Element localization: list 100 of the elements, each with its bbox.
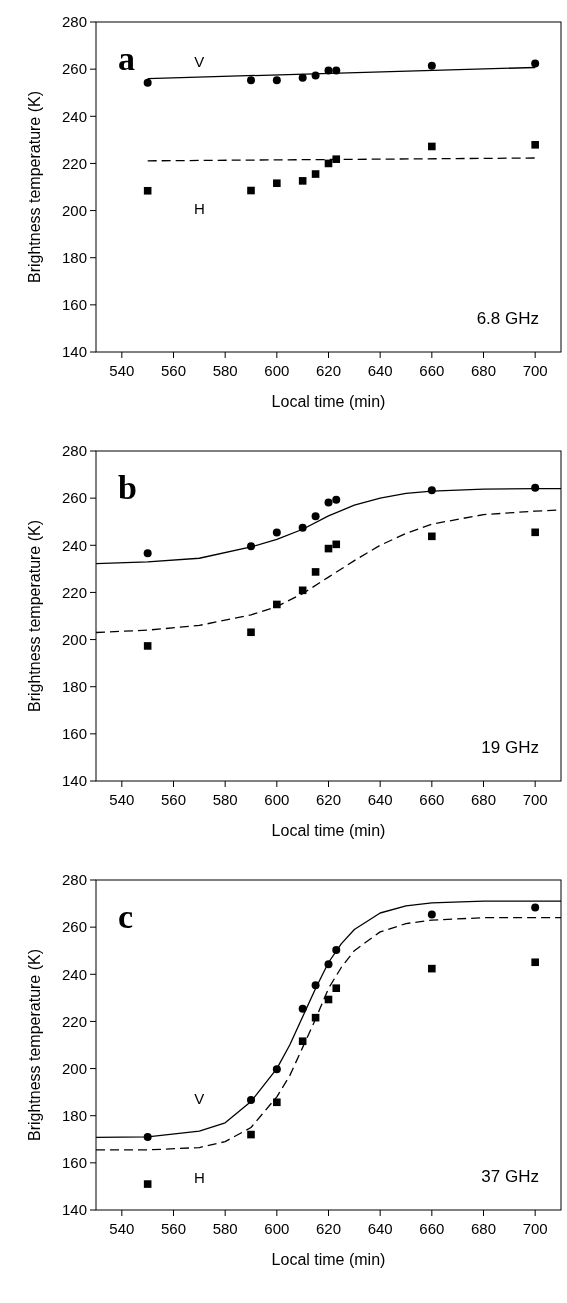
point xyxy=(298,1004,307,1013)
point xyxy=(143,78,152,87)
text: c xyxy=(118,898,134,935)
point xyxy=(143,642,152,650)
y-tick-label: 240 xyxy=(61,107,87,125)
y-tick-label: 200 xyxy=(61,1059,87,1077)
x-axis-title: Local time (min) xyxy=(271,393,386,410)
x-tick-label: 580 xyxy=(212,362,238,379)
y-tick-label: 260 xyxy=(61,60,87,78)
x-axis-title: Local time (min) xyxy=(271,1251,386,1268)
y-tick-label: 180 xyxy=(61,1106,87,1124)
point xyxy=(311,170,320,178)
point xyxy=(272,76,281,85)
text: H xyxy=(193,1168,205,1186)
y-tick-label: 260 xyxy=(61,489,87,507)
y-tick-label: 180 xyxy=(61,677,87,695)
y-axis-title: Brightness temperature (K) xyxy=(26,519,43,713)
y-tick-label: 160 xyxy=(61,296,87,314)
point xyxy=(531,483,540,492)
x-tick-label: 620 xyxy=(315,1220,342,1237)
text: V xyxy=(194,1089,205,1107)
point xyxy=(143,1180,152,1188)
point xyxy=(427,910,436,919)
point xyxy=(531,141,539,149)
y-tick-label: 240 xyxy=(61,536,87,554)
x-tick-label: 700 xyxy=(522,1220,548,1237)
y-tick-label: 240 xyxy=(61,965,87,983)
y-tick-label: 220 xyxy=(61,154,87,172)
x-tick-label: 560 xyxy=(160,791,187,808)
x-tick-label: 680 xyxy=(470,791,497,808)
y-tick-label: 140 xyxy=(61,1201,87,1219)
y-tick-label: 160 xyxy=(61,1154,87,1172)
point xyxy=(332,495,341,504)
point xyxy=(273,1098,281,1107)
x-tick-label: 540 xyxy=(109,362,135,379)
x-tick-label: 540 xyxy=(109,791,135,808)
point xyxy=(428,142,436,151)
y-tick-label: 280 xyxy=(61,871,87,889)
point xyxy=(311,512,320,521)
annotation: 19 GHz xyxy=(481,738,539,757)
x-tick-label: 600 xyxy=(264,791,290,808)
y-tick-label: 200 xyxy=(61,630,87,648)
point xyxy=(427,61,436,70)
point xyxy=(298,73,307,82)
point xyxy=(273,179,281,188)
y-tick-label: 160 xyxy=(61,725,87,743)
x-tick-label: 680 xyxy=(470,362,497,379)
text: b xyxy=(118,469,137,506)
text: a xyxy=(118,40,135,77)
x-tick-label: 680 xyxy=(470,1220,497,1237)
point xyxy=(247,628,255,637)
point xyxy=(332,984,341,992)
x-tick-label: 560 xyxy=(160,362,187,379)
y-tick-label: 200 xyxy=(61,201,87,219)
point xyxy=(311,568,320,576)
y-tick-label: 280 xyxy=(61,13,87,31)
y-tick-label: 220 xyxy=(61,583,87,601)
y-tick-label: 260 xyxy=(61,918,87,936)
point xyxy=(298,177,307,185)
x-tick-label: 600 xyxy=(264,1220,290,1237)
x-tick-label: 620 xyxy=(315,791,342,808)
x-tick-label: 660 xyxy=(419,362,445,379)
point xyxy=(332,540,341,549)
x-tick-label: 540 xyxy=(109,1220,135,1237)
point xyxy=(428,532,436,541)
x-tick-label: 700 xyxy=(522,791,548,808)
annotation: 6.8 GHz xyxy=(476,309,539,328)
point xyxy=(143,186,152,195)
point xyxy=(324,498,333,507)
x-tick-label: 580 xyxy=(212,791,238,808)
x-tick-label: 580 xyxy=(212,1220,238,1237)
x-tick-label: 640 xyxy=(367,362,393,379)
point xyxy=(272,528,281,537)
text: H xyxy=(193,199,205,217)
point xyxy=(332,155,341,163)
x-tick-label: 640 xyxy=(367,791,393,808)
y-axis-title: Brightness temperature (K) xyxy=(26,90,43,284)
x-tick-label: 620 xyxy=(315,362,342,379)
y-tick-label: 140 xyxy=(61,343,87,361)
x-tick-label: 660 xyxy=(419,791,445,808)
point xyxy=(531,59,540,68)
y-tick-label: 140 xyxy=(61,772,87,790)
x-tick-label: 640 xyxy=(367,1220,393,1237)
y-tick-label: 220 xyxy=(61,1012,87,1030)
point xyxy=(531,528,539,537)
point xyxy=(531,903,540,912)
x-tick-label: 560 xyxy=(160,1220,187,1237)
y-tick-label: 180 xyxy=(61,248,87,266)
point xyxy=(531,958,539,967)
x-tick-label: 700 xyxy=(522,362,548,379)
text: V xyxy=(194,52,205,70)
y-axis-title: Brightness temperature (K) xyxy=(26,948,43,1142)
point xyxy=(247,186,255,195)
x-axis-title: Local time (min) xyxy=(271,822,386,839)
annotation: 37 GHz xyxy=(481,1167,539,1186)
x-tick-label: 660 xyxy=(419,1220,445,1237)
point xyxy=(247,1130,255,1139)
point xyxy=(247,76,255,85)
point xyxy=(428,964,436,973)
x-tick-label: 600 xyxy=(264,362,290,379)
